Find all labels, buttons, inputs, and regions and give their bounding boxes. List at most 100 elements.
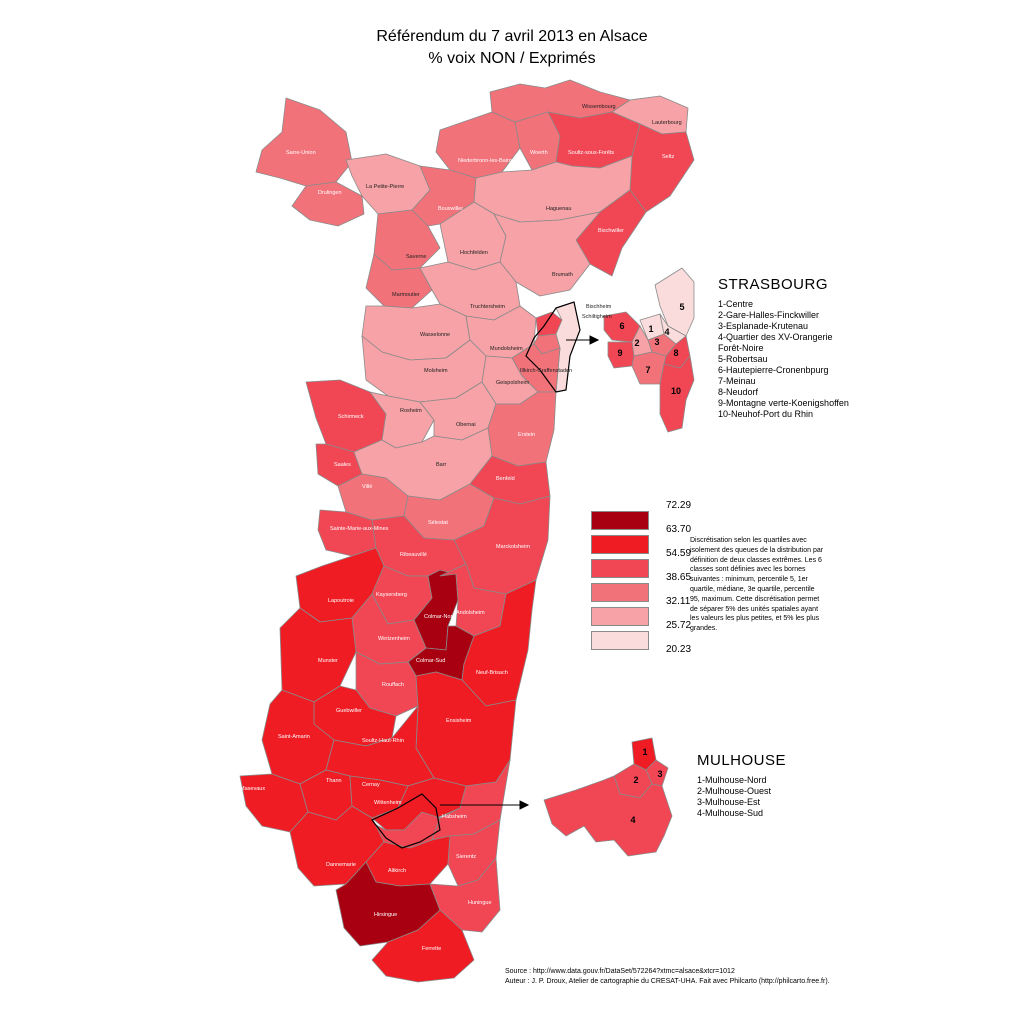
- mulhouse-item: 1-Mulhouse-Nord: [697, 775, 767, 785]
- mulhouse-district-4[interactable]: [543, 775, 673, 857]
- legend-swatch-6: [591, 631, 649, 650]
- label-marckolsheim: Marckolsheim: [496, 544, 530, 550]
- label-munster: Munster: [318, 658, 338, 664]
- label-andolsheim: Andolsheim: [456, 610, 485, 616]
- strasbourg-item: 9-Montagne verte-Koenigshoffen: [718, 398, 849, 408]
- label-haguenau: Haguenau: [546, 206, 571, 212]
- label-illkirch: Illkirch-Graffenstaden: [520, 368, 572, 374]
- map-subtitle: % voix NON / Exprimés: [428, 50, 596, 67]
- strasbourg-num-1: 1: [648, 324, 653, 334]
- label-rouffach: Rouffach: [382, 682, 404, 688]
- strasbourg-num-9: 9: [617, 348, 622, 358]
- label-barr: Barr: [436, 462, 447, 468]
- label-ensisheim: Ensisheim: [446, 718, 472, 724]
- label-kaysersberg: Kaysersberg: [376, 592, 407, 598]
- strasbourg-item: 4-Quartier des XV-Orangerie: [718, 332, 833, 342]
- label-schirmeck: Schirmeck: [338, 414, 364, 420]
- legend-swatch-1: [591, 511, 649, 530]
- label-wintzenheim: Wintzenheim: [378, 636, 410, 642]
- label-huningue: Huningue: [468, 900, 492, 906]
- canton-ferrette[interactable]: [371, 909, 475, 983]
- mulhouse-num-3: 3: [657, 769, 662, 779]
- strasbourg-outline: [525, 301, 581, 393]
- label-brumath: Brumath: [552, 272, 573, 278]
- legend-break: 20.23: [666, 644, 692, 655]
- strasbourg-num-2: 2: [634, 338, 639, 348]
- legend-break: 25.72: [666, 620, 692, 631]
- mulhouse-num-2: 2: [633, 775, 638, 785]
- canton-brumath[interactable]: [493, 211, 601, 297]
- label-niederbronn: Niederbronn-les-Bains: [458, 158, 513, 164]
- strasbourg-arrowhead: [589, 335, 600, 345]
- canton-niederbronn[interactable]: [435, 111, 521, 179]
- legend-break: 38.65: [666, 572, 692, 583]
- discretisation-note: Discrétisation selon les quartiles avec …: [690, 537, 824, 633]
- label-sierentz: Sierentz: [456, 854, 476, 860]
- strasbourg-district-5[interactable]: [654, 267, 695, 337]
- strasbourg-item: 5-Robertsau: [718, 354, 768, 364]
- canton-marmoutier[interactable]: [365, 253, 433, 309]
- label-obernai: Obernai: [456, 422, 476, 428]
- legend-break: 63.70: [666, 524, 692, 535]
- source-line: Source : http://www.data.gouv.fr/DataSet…: [505, 968, 735, 975]
- legend-swatch-4: [591, 583, 649, 602]
- author-line: Auteur : J. P. Droux, Atelier de cartogr…: [505, 978, 830, 985]
- strasbourg-item: 6-Hautepierre-Cronenbpurg: [718, 365, 829, 375]
- canton-sarre-union[interactable]: [255, 97, 353, 187]
- legend-swatch-3: [591, 559, 649, 578]
- canton-drulingen[interactable]: [291, 181, 365, 227]
- canton-neuf-brisach[interactable]: [461, 579, 537, 707]
- label-saverne: Saverne: [406, 254, 427, 260]
- strasbourg-inset-title: STRASBOURG: [718, 276, 829, 293]
- label-hirsingue: Hirsingue: [374, 912, 397, 918]
- label-schiltigheim: Schiltigheim: [582, 314, 612, 320]
- strasbourg-num-10: 10: [671, 386, 681, 396]
- strasbourg-item: 3-Esplanade-Krutenau: [718, 321, 809, 331]
- legend-swatch-5: [591, 607, 649, 626]
- label-thann: Thann: [326, 778, 342, 784]
- mulhouse-item: 2-Mulhouse-Ouest: [697, 786, 772, 796]
- label-erstein: Erstein: [518, 432, 535, 438]
- strasbourg-item: Forêt-Noire: [718, 343, 764, 353]
- strasbourg-item: 2-Gare-Halles-Finckwiller: [718, 310, 820, 320]
- label-bischwiller: Bischwiller: [598, 228, 624, 234]
- strasbourg-num-5: 5: [679, 302, 684, 312]
- mulhouse-inset-title: MULHOUSE: [697, 752, 787, 769]
- mulhouse-district-list: 1-Mulhouse-Nord 2-Mulhouse-Ouest 3-Mulho…: [697, 775, 771, 819]
- label-wittenheim: Wittenheim: [374, 800, 402, 806]
- mulhouse-item: 4-Mulhouse-Sud: [697, 808, 764, 818]
- label-habsheim: Habsheim: [442, 814, 467, 820]
- map-title: Référendum du 7 avril 2013 en Alsace: [376, 28, 648, 45]
- strasbourg-item: 1-Centre: [718, 299, 754, 309]
- strasbourg-district-list: 1-Centre 2-Gare-Halles-Finckwiller 3-Esp…: [718, 299, 849, 420]
- strasbourg-item: 7-Meinau: [718, 376, 756, 386]
- label-sarre-union: Sarre-Union: [286, 150, 316, 156]
- mulhouse-item: 3-Mulhouse-Est: [697, 797, 761, 807]
- label-selestat: Sélestat: [428, 520, 448, 526]
- strasbourg-district-10[interactable]: [659, 355, 695, 433]
- label-neuf-brisach: Neuf-Brisach: [476, 670, 508, 676]
- strasbourg-num-4: 4: [664, 327, 669, 337]
- label-soultz-haut-rhin: Soultz-Haut-Rhin: [362, 738, 404, 744]
- label-molsheim: Molsheim: [424, 368, 448, 374]
- strasbourg-num-8: 8: [673, 348, 678, 358]
- legend-break: 72.29: [666, 500, 692, 511]
- strasbourg-item: 10-Neuhof-Port du Rhin: [718, 409, 814, 419]
- mulhouse-num-4: 4: [630, 815, 635, 825]
- label-ste-marie-aux-mines: Sainte-Marie-aux-Mines: [330, 526, 389, 532]
- label-wissembourg: Wissembourg: [582, 104, 616, 110]
- label-cernay: Cernay: [362, 782, 380, 788]
- label-ribeauville: Ribeauvillé: [400, 552, 427, 558]
- label-wasselonne: Wasselonne: [420, 332, 450, 338]
- legend-break: 32.11: [666, 596, 691, 607]
- label-guebwiller: Guebwiller: [336, 708, 362, 714]
- label-masevaux: Masevaux: [240, 786, 265, 792]
- canton-seltz[interactable]: [629, 123, 695, 213]
- legend-break: 54.59: [666, 548, 692, 559]
- label-colmar-nord: Colmar-Nord: [424, 614, 455, 620]
- label-geispolsheim: Geispolsheim: [496, 380, 530, 386]
- strasbourg-num-6: 6: [619, 321, 624, 331]
- mulhouse-outline: [371, 793, 441, 849]
- label-ferrette: Ferrette: [422, 946, 441, 952]
- strasbourg-num-3: 3: [654, 337, 659, 347]
